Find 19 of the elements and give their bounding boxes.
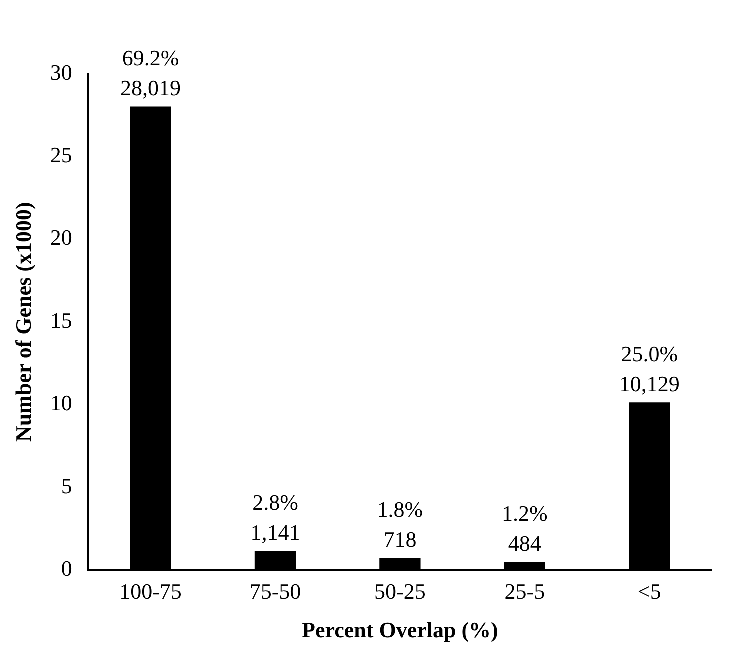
annotation: 69.2% 28,019 (120, 46, 182, 101)
annotation: 1.2% 484 (502, 500, 548, 556)
y-tick-label: 5 (61, 473, 72, 498)
x-axis-title: Percent Overlap (%) (302, 617, 498, 642)
y-tick-label: 0 (61, 556, 72, 581)
annotation: 25.0% 10,129 (619, 341, 680, 396)
x-tick-label: 75-50 (250, 579, 302, 604)
y-axis-title: Number of Genes (x1000) (10, 202, 36, 442)
y-tick-label: 25 (50, 142, 72, 168)
annotation: 1.8% 718 (377, 497, 424, 552)
y-tick-label: 10 (50, 390, 72, 416)
x-tick-label: 100-75 (120, 579, 182, 604)
y-tick-label: 15 (50, 308, 72, 333)
annotation: 2.8% 1,141 (250, 490, 300, 546)
x-tick-label: 25-5 (504, 579, 546, 604)
x-tick-label: 50-25 (374, 579, 426, 604)
x-tick-label: <5 (638, 579, 662, 604)
y-tick-label: 30 (50, 60, 72, 85)
y-tick-label: 20 (50, 225, 72, 250)
